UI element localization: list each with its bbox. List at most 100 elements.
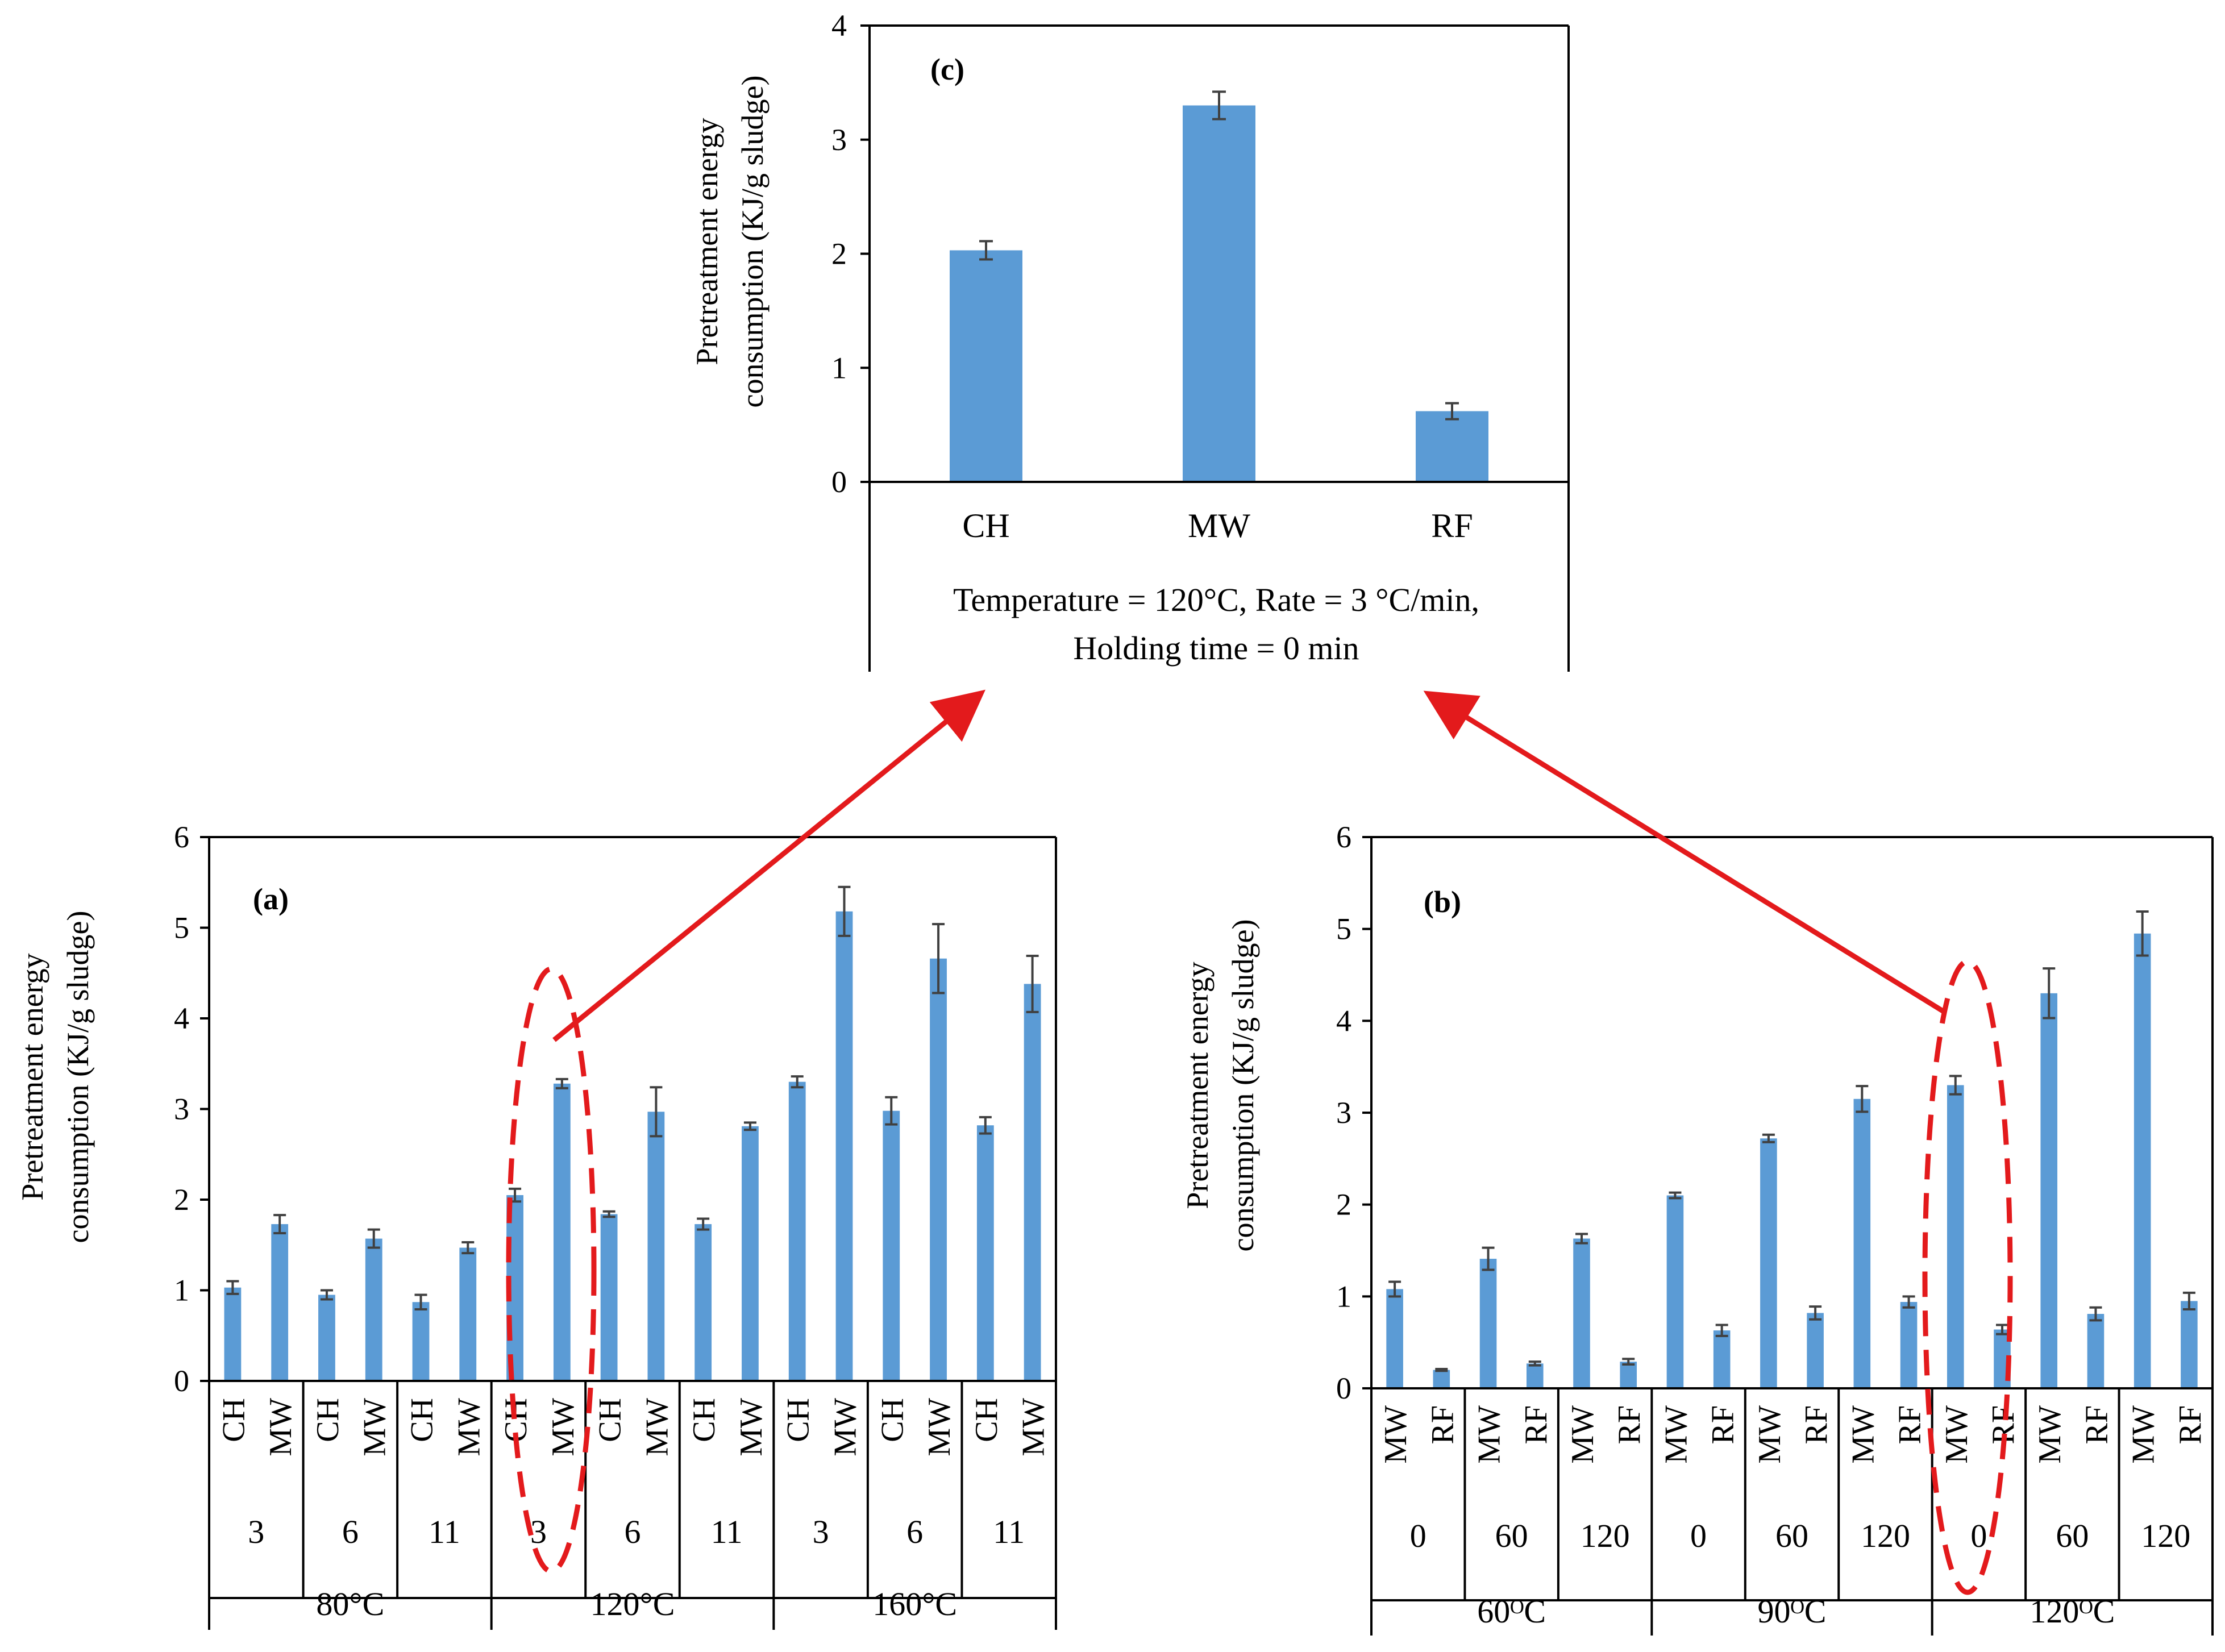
panel-a-ylabel-line2: consumption (KJ/g sludge) [61, 911, 95, 1243]
panel-c-bar-mw [1183, 105, 1255, 482]
a-bar-3 [365, 1238, 382, 1381]
a-bar-16 [976, 1125, 994, 1381]
b-method-label: MW [1472, 1405, 1507, 1464]
a-level2-label: 3 [530, 1513, 547, 1550]
a-method-label: MW [263, 1398, 298, 1457]
panel-b-y-axis-label: Pretreatment energy consumption (KJ/g sl… [1180, 919, 1260, 1252]
b-bar-2 [1479, 1259, 1497, 1388]
a-y-tick-label: 2 [174, 1183, 189, 1217]
highlight-ellipse-b [1922, 959, 2013, 1595]
panel-b-bars [1386, 910, 2198, 1388]
panel-c-category-label: CH [962, 507, 1009, 544]
panel-b-category-labels: MW RF MW RF MW RF MW RF MW RF MW RF MW RF MW RF MW RF0 60 1… [1378, 1405, 2208, 1630]
a-method-label: MW [1016, 1398, 1051, 1457]
b-bar-10 [1853, 1098, 1871, 1388]
a-method-label: CH [593, 1398, 628, 1442]
b-method-label: MW [1939, 1405, 1974, 1464]
panel-c-label: (c) [930, 52, 964, 86]
a-level3-label: 80°C [316, 1586, 384, 1622]
b-bar-4 [1573, 1238, 1590, 1388]
b-bar-1 [1433, 1370, 1450, 1388]
b-method-label: RF [1893, 1405, 1928, 1445]
panel-c-y-tick-label: 2 [831, 237, 847, 271]
arrow-a-to-c [552, 689, 985, 1042]
b-bar-0 [1386, 1289, 1403, 1388]
a-bar-2 [318, 1295, 335, 1381]
b-y-tick-label: 5 [1336, 912, 1351, 946]
panel-c-y-axis-label: Pretreatment energy consumption (KJ/g sl… [690, 76, 770, 408]
a-level2-label: 11 [993, 1513, 1025, 1550]
b-method-label: RF [1612, 1405, 1647, 1445]
b-bar-8 [1760, 1138, 1777, 1388]
b-level3-label: 120ᴼC [2029, 1593, 2115, 1630]
a-bar-0 [224, 1287, 242, 1381]
a-level2-label: 6 [906, 1513, 923, 1550]
panel-c-caption-line1: Temperature = 120°C, Rate = 3 °C/min, [953, 581, 1479, 618]
a-level2-label: 11 [429, 1513, 460, 1550]
b-y-tick-label: 4 [1336, 1004, 1351, 1038]
a-level2-label: 6 [342, 1513, 359, 1550]
b-method-label: MW [2126, 1405, 2161, 1464]
b-level2-label: 0 [1690, 1517, 1707, 1554]
b-y-tick-label: 3 [1336, 1096, 1351, 1130]
b-bar-5 [1620, 1362, 1637, 1388]
panel-c-y-tick-label: 4 [831, 9, 847, 43]
a-method-label: MW [546, 1398, 581, 1457]
panel-c-bars [950, 90, 1488, 482]
a-method-label: CH [216, 1398, 251, 1442]
b-bar-3 [1526, 1363, 1544, 1388]
panel-c-ylabel-line2: consumption (KJ/g sludge) [735, 76, 770, 408]
b-method-label: MW [1658, 1405, 1694, 1464]
b-level2-label: 60 [1775, 1517, 1808, 1554]
a-bar-12 [788, 1081, 806, 1381]
a-bar-13 [835, 911, 853, 1381]
b-y-tick-label: 1 [1336, 1279, 1351, 1313]
b-level2-label: 0 [1410, 1517, 1427, 1554]
b-bar-9 [1807, 1313, 1824, 1388]
b-level2-label: 120 [1861, 1517, 1910, 1554]
arrow-b-to-c [1423, 690, 1945, 1014]
a-level3-label: 120°C [590, 1586, 675, 1622]
panel-a-y-axis-label: Pretreatment energy consumption (KJ/g sl… [15, 911, 95, 1243]
a-y-tick-label: 4 [174, 1001, 189, 1035]
b-level2-label: 60 [2056, 1517, 2089, 1554]
panel-a-label: (a) [253, 882, 289, 916]
panel-b-ylabel-line1: Pretreatment energy [1180, 962, 1215, 1209]
a-y-tick-label: 0 [174, 1364, 189, 1398]
a-y-tick-label: 3 [174, 1092, 189, 1126]
a-y-tick-label: 1 [174, 1274, 189, 1308]
b-method-label: MW [1378, 1405, 1413, 1464]
b-method-label: RF [2079, 1405, 2114, 1445]
b-y-tick-label: 6 [1336, 820, 1351, 854]
panel-a-category-labels: CH MW CH MW CH MW CH MW CH MW CH MW CH MW CH MW CH MW3 6 11… [216, 1398, 1051, 1622]
a-bar-8 [600, 1214, 618, 1381]
b-level2-label: 60 [1495, 1517, 1528, 1554]
a-bar-7 [553, 1083, 571, 1381]
a-method-label: MW [639, 1398, 675, 1457]
b-level3-label: 60ᴼC [1477, 1593, 1546, 1630]
a-method-label: MW [922, 1398, 957, 1457]
panel-b-label: (b) [1424, 885, 1461, 919]
panel-c-ylabel-line1: Pretreatment energy [690, 118, 724, 365]
highlight-annotations [506, 689, 2013, 1595]
a-level2-label: 3 [248, 1513, 264, 1550]
b-level2-label: 120 [1581, 1517, 1630, 1554]
panel-c-frame [860, 24, 1570, 672]
b-method-label: RF [2173, 1405, 2208, 1445]
b-bar-11 [1900, 1302, 1918, 1388]
b-bar-16 [2133, 933, 2151, 1388]
highlight-ellipse-a [506, 966, 597, 1574]
panel-b-chart: 0 1 2 3 4 5 6 MW RF MW RF MW RF MW RF MW RF MW RF MW RF MW RF… [1180, 820, 2214, 1636]
panel-c-bar-ch [950, 250, 1022, 482]
b-method-label: RF [1799, 1405, 1834, 1445]
panel-b-frame [1362, 836, 2214, 1636]
panel-c-caption-line2: Holding time = 0 min [1073, 630, 1359, 667]
a-bar-14 [883, 1110, 900, 1381]
a-level3-label: 160°C [872, 1586, 957, 1622]
b-method-label: MW [1752, 1405, 1787, 1464]
a-bar-17 [1024, 984, 1041, 1381]
a-level2-label: 11 [711, 1513, 743, 1550]
b-level2-label: 120 [2141, 1517, 2190, 1554]
panel-a-y-tick-labels: 0 1 2 3 4 5 6 [174, 820, 189, 1398]
